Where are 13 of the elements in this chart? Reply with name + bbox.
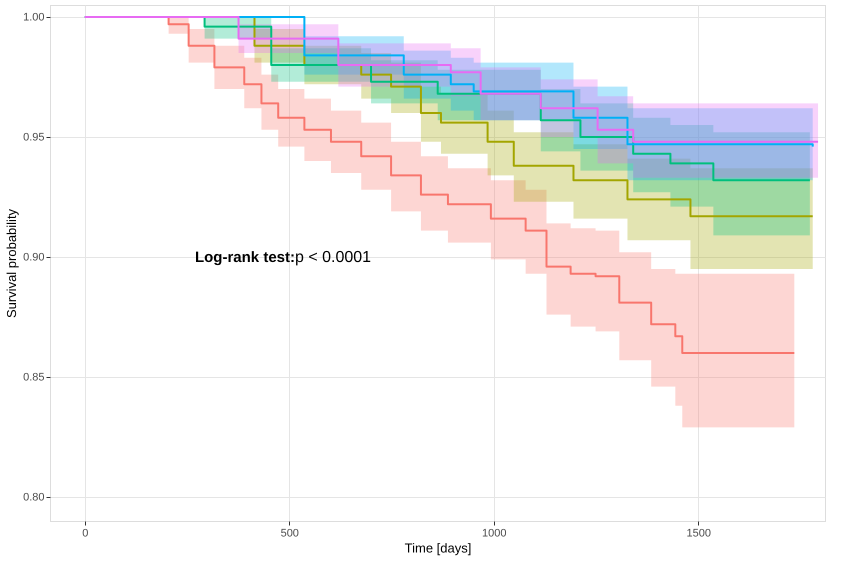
annotation: Log-rank test: xyxy=(194,249,295,266)
x-tick-label: 0 xyxy=(82,528,88,540)
x-tick-label: 1000 xyxy=(482,528,506,540)
y-axis-title: Survival probability xyxy=(4,208,20,318)
x-axis-title: Time [days] xyxy=(404,540,472,556)
y-tick-label: 0.95 xyxy=(23,132,44,144)
x-tick-label: 1500 xyxy=(686,528,711,540)
y-tick-label: 0.85 xyxy=(23,372,44,384)
y-tick-label: 1.00 xyxy=(23,12,44,24)
annotation: p < 0.0001 xyxy=(295,249,372,266)
y-tick-label: 0.90 xyxy=(23,252,44,264)
x-tick-label: 500 xyxy=(280,528,299,540)
y-tick-label: 0.80 xyxy=(23,492,44,504)
